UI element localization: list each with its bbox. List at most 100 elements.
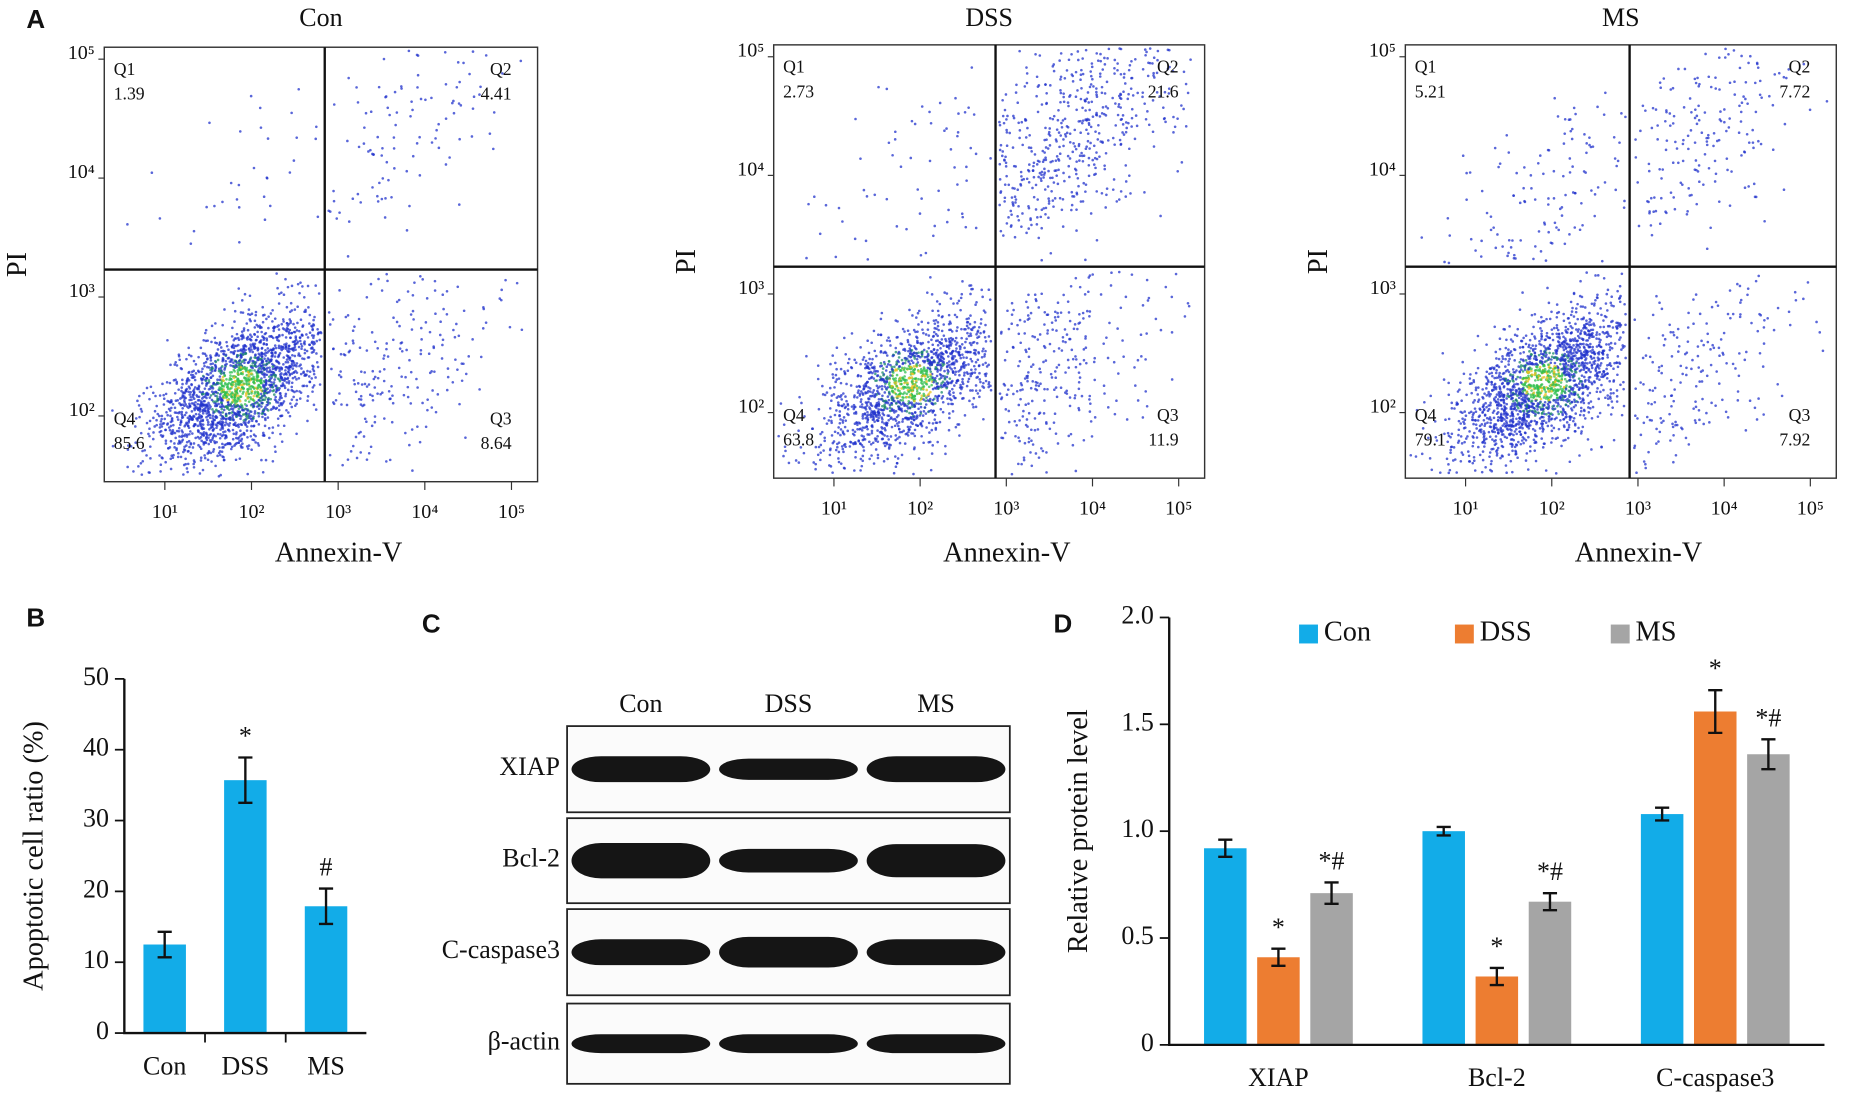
event-dot [841, 447, 845, 451]
event-dot [998, 120, 1001, 124]
event-dot [1568, 233, 1571, 236]
event-dot [1604, 91, 1607, 95]
event-dot [833, 430, 837, 434]
event-dot [1071, 80, 1075, 83]
event-dot [344, 315, 348, 319]
event-dot [883, 362, 887, 366]
event-dot [917, 323, 920, 326]
event-dot [903, 330, 906, 333]
event-dot [1054, 432, 1058, 435]
event-dot [927, 340, 930, 344]
event-dot [316, 215, 320, 219]
event-dot [1037, 306, 1041, 309]
event-dot [1070, 190, 1074, 194]
event-dot [866, 258, 870, 261]
event-dot [332, 402, 336, 406]
event-dot [922, 441, 925, 445]
event-dot [951, 361, 955, 365]
event-dot [222, 352, 225, 356]
event-dot [249, 396, 252, 399]
event-dot [936, 339, 940, 342]
event-dot [410, 100, 413, 103]
event-dot [431, 389, 434, 392]
event-dot [392, 147, 396, 150]
event-dot [218, 446, 221, 449]
event-dot [924, 412, 928, 415]
event-dot [881, 394, 884, 398]
event-dot [1074, 70, 1078, 74]
event-dot [1113, 66, 1116, 70]
event-dot [1115, 200, 1119, 203]
event-dot [905, 392, 909, 396]
event-dot [1536, 161, 1540, 165]
event-dot [1101, 106, 1105, 109]
event-dot [945, 380, 949, 384]
event-dot [1091, 158, 1095, 162]
event-dot [1031, 363, 1035, 366]
event-dot [416, 54, 420, 57]
event-dot [293, 375, 297, 379]
event-dot [299, 391, 303, 394]
event-dot [225, 394, 228, 398]
event-dot [1020, 175, 1023, 178]
event-dot [253, 369, 256, 372]
event-dot [859, 457, 863, 461]
event-dot [437, 122, 440, 126]
event-dot [1003, 200, 1006, 203]
event-dot [982, 331, 986, 334]
event-dot [1082, 317, 1085, 320]
event-dot [918, 212, 922, 215]
event-dot [1067, 434, 1071, 438]
event-dot [1183, 315, 1187, 318]
event-dot [277, 328, 281, 331]
event-dot [182, 473, 185, 476]
event-dot [1613, 157, 1617, 160]
event-dot [446, 367, 450, 370]
event-dot [903, 361, 907, 365]
event-dot [220, 387, 224, 391]
event-dot [859, 400, 863, 404]
event-dot [451, 380, 455, 384]
event-dot [298, 397, 302, 400]
event-dot [1034, 387, 1037, 391]
event-dot [1075, 191, 1079, 195]
event-dot [240, 299, 244, 302]
event-dot [231, 437, 235, 441]
event-dot [220, 450, 224, 454]
event-dot [872, 377, 876, 380]
event-dot [454, 358, 457, 361]
event-dot [211, 436, 215, 440]
event-dot [1044, 83, 1047, 86]
event-dot [937, 189, 940, 193]
event-dot [877, 411, 880, 415]
event-dot [238, 240, 241, 244]
event-dot [884, 387, 888, 390]
event-dot [185, 411, 188, 414]
event-dot [948, 343, 951, 347]
event-dot [1468, 171, 1472, 174]
event-dot [910, 403, 914, 406]
event-dot [216, 432, 220, 436]
event-dot [1027, 355, 1031, 359]
event-dot [204, 331, 207, 335]
event-dot [1087, 290, 1090, 294]
event-dot [1097, 131, 1101, 135]
event-dot [210, 340, 213, 344]
event-dot [947, 428, 951, 432]
event-dot [312, 334, 316, 337]
event-dot [145, 454, 148, 457]
event-dot [1144, 53, 1147, 57]
event-dot [866, 420, 869, 424]
event-dot [930, 428, 934, 432]
event-dot [233, 405, 237, 408]
event-dot [916, 339, 919, 343]
event-dot [462, 309, 466, 313]
event-dot [850, 332, 854, 335]
event-dot [259, 386, 263, 389]
event-dot [179, 403, 183, 406]
event-dot [860, 398, 863, 401]
event-dot [1063, 328, 1067, 331]
event-dot [239, 388, 243, 391]
event-dot [1066, 300, 1070, 303]
event-dot [1043, 167, 1046, 171]
